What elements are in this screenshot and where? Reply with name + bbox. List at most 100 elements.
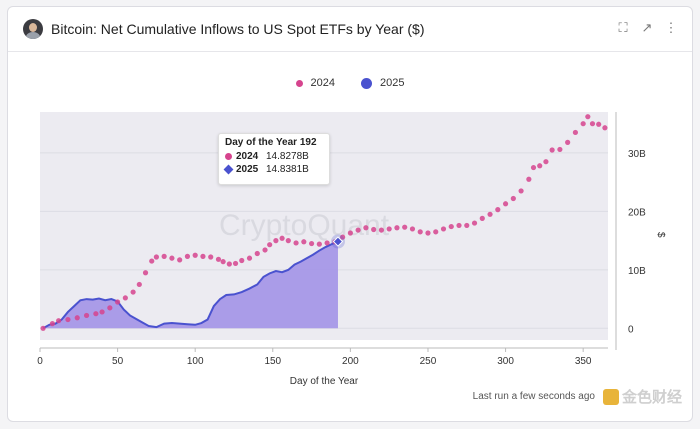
series-2024-point <box>107 305 113 311</box>
footer: Last run a few seconds ago 金色财经 <box>473 386 682 407</box>
series-2024-point <box>433 229 439 235</box>
tooltip-value-2025: 14.8381B <box>266 164 309 175</box>
series-2024-point <box>448 223 454 230</box>
series-2024-point <box>136 281 142 288</box>
series-2024-point <box>417 229 423 235</box>
series-2024-point <box>56 318 62 324</box>
chart-card: Bitcoin: Net Cumulative Inflows to US Sp… <box>7 6 693 422</box>
series-2024-point <box>316 241 322 247</box>
series-2024-point <box>232 260 239 267</box>
tooltip-label-2024: 2024 <box>236 151 259 162</box>
x-tick-label: 300 <box>497 356 514 367</box>
series-2025-line <box>42 240 339 330</box>
y-tick-label: 0 <box>628 324 634 335</box>
series-2024-point <box>324 240 330 246</box>
legend-item-2024[interactable]: 2024 <box>295 77 335 89</box>
series-2024-point <box>262 247 268 253</box>
series-2024-point <box>169 255 175 261</box>
series-2024-point <box>409 226 416 232</box>
tooltip-row-2025: 2025 14.8381B <box>223 163 323 176</box>
series-2024-point <box>502 201 509 207</box>
expand-icon[interactable]: ⛶ <box>618 20 628 35</box>
series-2024-point <box>530 164 537 171</box>
tooltip-label-2025: 2025 <box>236 164 259 175</box>
series-2024-point <box>402 224 408 230</box>
series-2024-point <box>526 176 532 182</box>
legend-dot-2024 <box>295 79 303 87</box>
series-2024-point <box>215 256 222 262</box>
series-2024-point <box>537 163 543 169</box>
series-2024-point <box>487 211 493 217</box>
series-2024-point <box>122 295 128 301</box>
series-2024-point <box>208 254 214 260</box>
series-2024-point <box>254 250 260 257</box>
series-2024-point <box>177 257 183 263</box>
series-2024-point <box>130 289 136 295</box>
series-2024-point <box>495 207 501 213</box>
chart-title: Bitcoin: Net Cumulative Inflows to US Sp… <box>51 21 425 37</box>
series-2024-point <box>226 261 232 267</box>
series-2024-point <box>285 238 291 244</box>
series-2024-point <box>471 220 478 226</box>
tooltip-row-2024: 2024 14.8278B <box>225 150 323 163</box>
series-2024-points <box>40 114 608 331</box>
series-2024-point <box>267 242 273 248</box>
y-axis-ticks: 0 10B 20B 30B <box>615 112 646 350</box>
series-2024-point <box>93 311 99 317</box>
series-2024-point <box>142 270 149 276</box>
series-2024-point <box>161 253 167 259</box>
legend-label-2024: 2024 <box>310 77 335 89</box>
x-axis-ticks: 0 50 100 150 200 250 300 350 <box>37 347 608 367</box>
series-2025-line-group <box>42 240 339 330</box>
series-2024-point <box>99 309 105 315</box>
y-tick-label: 10B <box>628 266 646 277</box>
y-tick-label: 20B <box>628 207 646 218</box>
last-run-text: Last run a few seconds ago <box>472 391 595 402</box>
series-2024-point <box>114 299 121 305</box>
series-2024-point <box>363 225 369 231</box>
series-2024-point <box>279 235 285 241</box>
series-2024-point <box>347 230 353 236</box>
header-actions: ⛶ ↗ ⋮ <box>616 21 678 35</box>
series-2024-point <box>378 227 385 233</box>
x-tick-label: 50 <box>112 356 124 367</box>
x-tick-label: 150 <box>264 356 281 367</box>
series-2024-point <box>464 222 470 229</box>
series-2024-point <box>565 139 571 145</box>
series-2024-point <box>596 121 602 127</box>
hover-marker-diamond <box>332 236 344 247</box>
series-2024-point <box>479 215 485 221</box>
brand-logo: 金色财经 <box>602 386 682 407</box>
legend-item-2025[interactable]: 2025 <box>361 77 404 89</box>
more-icon[interactable]: ⋮ <box>664 20 678 35</box>
series-2024-point <box>456 222 462 229</box>
x-axis-label: Day of the Year <box>290 376 359 387</box>
series-2024-point <box>371 226 377 233</box>
avatar <box>23 19 43 39</box>
tooltip-swatch-2025 <box>223 164 234 175</box>
external-link-icon[interactable]: ↗ <box>641 20 653 35</box>
watermark: CryptoQuant <box>219 209 390 242</box>
series-2024-point <box>572 129 579 136</box>
series-2024-point <box>308 240 315 247</box>
x-tick-label: 250 <box>420 356 437 367</box>
x-tick-label: 0 <box>37 356 43 367</box>
series-2024-point <box>200 253 206 259</box>
series-2024-point <box>386 226 392 232</box>
series-2024-point <box>549 147 555 153</box>
series-2024-point <box>510 195 516 202</box>
series-2024-point <box>246 255 253 261</box>
series-2024-point <box>602 125 608 131</box>
series-2025-area <box>43 241 338 329</box>
series-2024-point <box>425 230 431 236</box>
series-2024-point <box>239 257 245 264</box>
series-2024-point <box>192 252 198 258</box>
series-2024-point <box>580 121 586 127</box>
series-2025-area-group <box>43 241 338 329</box>
brand-name: 金色财经 <box>621 389 682 406</box>
series-2024-point <box>589 121 596 127</box>
series-2024-point <box>49 321 56 327</box>
series-2024-point <box>355 227 361 233</box>
x-tick-label: 350 <box>575 356 592 367</box>
series-2024-point <box>557 146 563 153</box>
